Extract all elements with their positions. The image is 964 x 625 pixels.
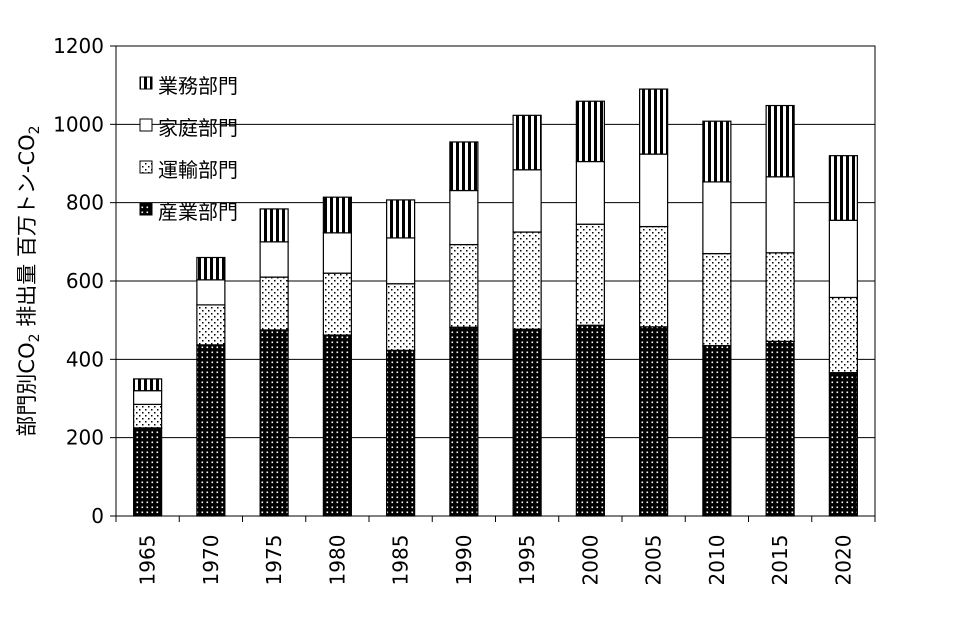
bar-segment [765,176,795,254]
bar-segment [449,189,479,246]
bar-segment [575,223,605,326]
bar-segment [765,252,795,342]
bar-segment [512,328,542,517]
x-tick-label: 2015 [768,535,792,586]
bar-segment [575,100,605,163]
bar-segment [828,372,858,517]
bar-segment [196,279,226,306]
bar-segment [512,114,542,171]
bar-segment [639,326,669,517]
legend-swatch [139,76,153,90]
x-tick-label: 1965 [136,535,160,586]
x-tick-label: 2005 [642,535,666,586]
bar-segment [196,304,226,346]
y-axis-label: 部門別CO2 排出量 百万トン-CO2 [15,125,43,436]
bar-segment [575,160,605,225]
bar-segment [639,225,669,328]
bar-segment [196,256,226,281]
bar-segment [322,272,352,336]
bar-segment [322,232,352,274]
bar-segment [828,296,858,374]
bar-segment [828,219,858,299]
legend-swatch [139,118,153,132]
bar-segment [386,199,416,239]
y-tick-label: 200 [66,426,104,450]
x-tick-label: 1975 [262,535,286,586]
x-tick-label: 2020 [831,535,855,586]
bar-segment [449,141,479,192]
bar-segment [639,153,669,228]
bar-segment [386,349,416,517]
bar-segment [322,196,352,234]
legend-swatch [139,202,153,216]
bar-segment [133,403,163,429]
x-axis-ticks: 1965 1970 1975 1980 1985 1990 1995 2000 2005 2010… [115,516,876,586]
bar-segment [259,208,289,243]
legend-label: 産業部門 [158,200,238,224]
x-tick-label: 2000 [578,535,602,586]
y-tick-label: 0 [91,504,104,528]
x-tick-label: 2010 [705,535,729,586]
bar-segment [449,243,479,328]
bar-segment [575,324,605,517]
bar-segment [133,378,163,392]
x-tick-label: 1990 [452,535,476,586]
x-tick-label: 1985 [389,535,413,586]
y-tick-label: 600 [66,269,104,293]
y-tick-label: 400 [66,347,104,371]
bar-segment [702,252,732,347]
bar-segment [765,104,795,178]
bar-segment [133,427,163,517]
bar-segment [259,241,289,278]
bar-segment [386,283,416,351]
bar-segment [449,326,479,517]
x-tick-label: 1980 [325,535,349,586]
bar-segment [512,231,542,330]
bar-segment [133,390,163,405]
bar-segment [828,155,858,221]
bar-segment [702,345,732,517]
y-axis-ticks: 0 200 400 600 800 1000 1200 [53,34,116,528]
y-tick-label: 1200 [53,34,104,58]
legend-label: 運輸部門 [158,158,238,182]
x-tick-label: 1970 [199,535,223,586]
legend-label: 家庭部門 [158,116,238,140]
legend-label: 業務部門 [158,74,238,98]
bars [133,88,858,517]
x-tick-label: 1995 [515,535,539,586]
bar-segment [765,340,795,517]
bar-segment [639,88,669,155]
bar-segment [512,169,542,233]
bar-segment [259,276,289,331]
y-tick-label: 1000 [53,112,104,136]
bar-segment [702,181,732,255]
y-tick-label: 800 [66,191,104,215]
legend-swatch [139,160,153,174]
gridlines [116,123,875,439]
bar-segment [196,344,226,517]
bar-segment [702,120,732,183]
bar-segment [386,237,416,285]
bar-segment [322,334,352,517]
bar-segment [259,329,289,517]
